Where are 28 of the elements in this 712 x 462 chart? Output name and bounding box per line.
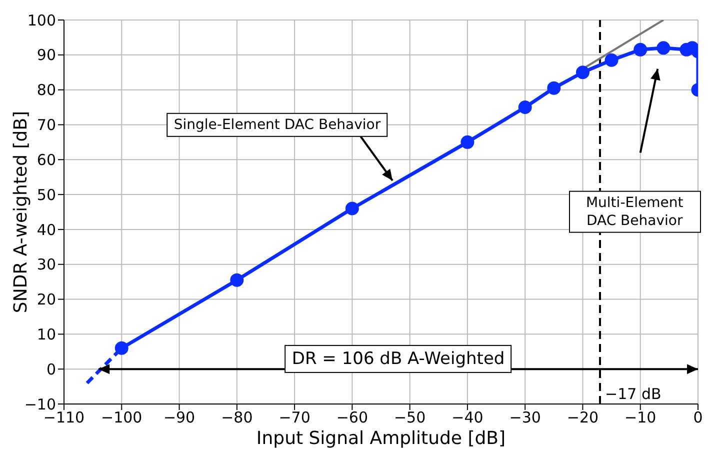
- y-tick-label: 40: [36, 220, 56, 239]
- x-tick-label: 0: [693, 408, 703, 427]
- y-tick-label: 30: [36, 256, 56, 274]
- y-tick-label: 60: [36, 150, 56, 169]
- annotation: DR = 106 dB A-Weighted: [284, 344, 512, 373]
- y-tick-label: 100: [27, 11, 56, 30]
- annotation: Single-Element DAC Behavior: [166, 112, 388, 137]
- y-tick-label: 80: [36, 81, 56, 100]
- x-tick-label: −30: [509, 408, 541, 427]
- x-tick-label: −10: [624, 408, 656, 427]
- x-tick-label: −80: [221, 408, 253, 427]
- x-tick-label: −90: [163, 408, 196, 427]
- x-tick-label: −100: [101, 408, 142, 427]
- ref-line-label: −17 dB: [605, 385, 662, 403]
- annotation: Multi-Element DAC Behavior: [568, 190, 701, 234]
- y-tick-label: 20: [36, 290, 56, 309]
- y-tick-label: 70: [36, 116, 56, 134]
- y-tick-label: 50: [36, 186, 56, 204]
- y-axis-title: SNDR A-weighted [dB]: [10, 110, 32, 314]
- x-tick-label: −20: [566, 408, 599, 427]
- y-tick-label: 10: [36, 326, 56, 344]
- x-tick-label: −60: [336, 408, 368, 427]
- y-tick-label: 90: [36, 46, 56, 64]
- x-tick-label: −50: [394, 408, 426, 427]
- x-tick-label: −40: [452, 408, 484, 427]
- x-tick-label: −70: [278, 408, 310, 427]
- y-tick-label: 0: [46, 360, 56, 378]
- x-axis-title: Input Signal Amplitude [dB]: [256, 428, 506, 449]
